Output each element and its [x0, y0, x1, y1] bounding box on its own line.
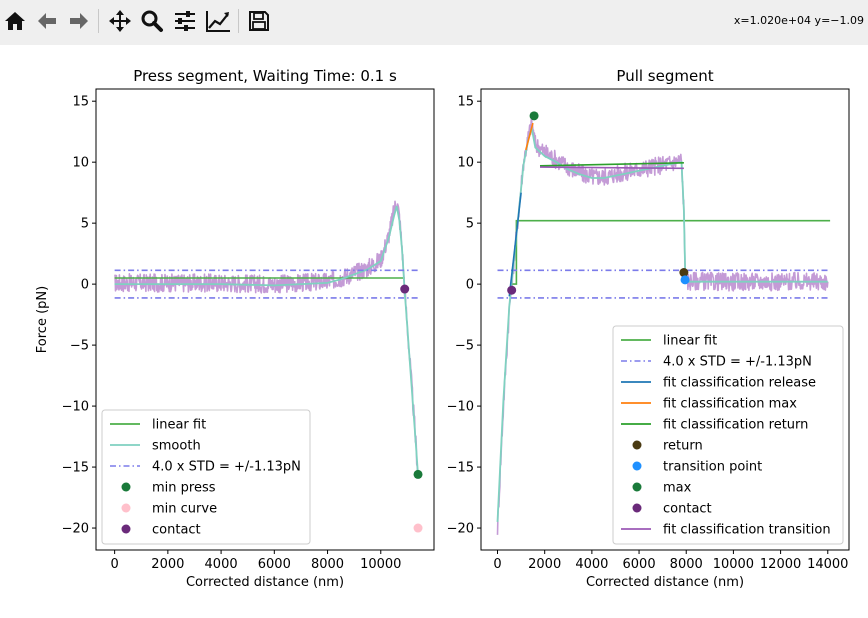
y-tick-label: 5 [81, 217, 89, 232]
point-return [679, 268, 689, 278]
series-fit-classification-max [525, 122, 534, 151]
y-tick-label: 10 [72, 156, 89, 171]
legend-label-min-press: min press [152, 481, 216, 496]
point-transition-point [680, 275, 690, 285]
x-tick-label: 14000 [807, 557, 848, 572]
x-tick-label: 2000 [528, 557, 561, 572]
legend-box [612, 325, 844, 545]
y-tick-label: 0 [466, 278, 474, 293]
configure-subplots-icon[interactable] [172, 7, 198, 35]
legend-label-fit-classification-max: fit classification max [663, 397, 797, 412]
y-tick-label: −20 [62, 522, 89, 537]
axes-frame [95, 88, 435, 551]
x-tick-label: 4000 [575, 557, 608, 572]
series-fit-classification-return [539, 162, 684, 167]
y-tick-label: 0 [81, 278, 89, 293]
x-tick-label: 0 [493, 557, 501, 572]
forward-icon[interactable] [66, 7, 92, 35]
point-contact [400, 284, 410, 294]
chart-title: Pull segment [616, 67, 713, 85]
legend-marker-contact [632, 503, 642, 513]
x-tick-label: 10000 [360, 557, 401, 572]
series-smooth [114, 205, 419, 475]
point-min-curve [413, 523, 423, 533]
y-tick-label: 10 [457, 156, 474, 171]
legend-label-contact: contact [152, 523, 201, 538]
x-tick-label: 6000 [623, 557, 656, 572]
legend-label-fit-classification-transition: fit classification transition [663, 523, 831, 538]
plot-area [496, 111, 831, 535]
legend-label-4-0-x-std-1-13pn: 4.0 x STD = +/-1.13pN [663, 355, 812, 370]
legend-label-fit-classification-release: fit classification release [663, 376, 816, 391]
legend-label-max: max [663, 481, 692, 496]
y-tick-label: −20 [447, 522, 474, 537]
legend-label-linear-fit: linear fit [663, 334, 717, 349]
x-tick-label: 12000 [760, 557, 801, 572]
x-tick-label: 8000 [670, 557, 703, 572]
press-segment-chart[interactable]: 0 2000 4000 6000 8000 10000 −20 −15 −10 −5 0 5 10 15 P… [35, 67, 435, 590]
x-tick-label: 0 [110, 557, 118, 572]
legend-marker-contact [121, 524, 131, 534]
legend-label-linear-fit: linear fit [152, 418, 206, 433]
legend-label-contact: contact [663, 502, 712, 517]
y-tick-label: −10 [447, 400, 474, 415]
point-min-press [413, 469, 423, 479]
x-tick-label: 8000 [311, 557, 344, 572]
legend-marker-min-press [121, 482, 131, 492]
toolbar-separator [98, 9, 99, 33]
x-tick-label: 6000 [258, 557, 291, 572]
y-tick-label: 15 [457, 95, 474, 110]
y-tick-label: −10 [62, 400, 89, 415]
toolbar-separator [238, 9, 239, 33]
legend-label-fit-classification-return: fit classification return [663, 418, 808, 433]
y-tick-label: −5 [455, 339, 474, 354]
legend-marker-transition-point [632, 461, 642, 471]
series-linear-fit [511, 219, 831, 285]
figure-canvas[interactable]: 0 2000 4000 6000 8000 10000 −20 −15 −10 −5 0 5 10 15 P… [0, 45, 868, 618]
home-icon[interactable] [2, 7, 28, 35]
y-tick-label: −15 [447, 461, 474, 476]
x-axis-label: Corrected distance (nm) [186, 575, 344, 590]
y-tick-label: −5 [70, 339, 89, 354]
point-max [529, 111, 539, 121]
point-contact [507, 285, 517, 295]
legend-label-transition-point: transition point [663, 460, 762, 475]
toolbar: x=1.020e+04 y=−1.09 [0, 0, 868, 45]
y-tick-label: −15 [62, 461, 89, 476]
x-tick-label: 4000 [205, 557, 238, 572]
pull-segment-chart[interactable]: 0 2000 4000 6000 8000 10000 12000 14000 −20 −15 −1… [447, 67, 850, 590]
back-icon[interactable] [34, 7, 60, 35]
chart-title: Press segment, Waiting Time: 0.1 s [133, 67, 397, 85]
legend: linear fit 4.0 x STD = +/-1.13pN fit class… [612, 325, 844, 545]
legend-marker-max [632, 482, 642, 492]
legend-box [101, 409, 311, 545]
legend-marker-return [632, 440, 642, 450]
cursor-coordinates: x=1.020e+04 y=−1.09 [733, 14, 864, 27]
series-fit-classification-transition [539, 166, 684, 170]
pan-icon[interactable] [107, 7, 133, 35]
legend-marker-min-curve [121, 503, 131, 513]
series-fit-classification-release [508, 192, 522, 297]
legend-label-4-0-x-std-1-13pn: 4.0 x STD = +/-1.13pN [152, 460, 301, 475]
edit-axis-icon[interactable] [205, 7, 231, 35]
legend-label-min-curve: min curve [152, 502, 217, 517]
legend: linear fit smooth 4.0 x STD = +/-1.13pN min… [101, 409, 311, 545]
zoom-icon[interactable] [139, 7, 165, 35]
raw-force-curve [496, 114, 829, 535]
y-tick-label: 5 [466, 217, 474, 232]
axes-frame [480, 88, 850, 551]
y-tick-label: 15 [72, 95, 89, 110]
x-tick-label: 10000 [713, 557, 754, 572]
legend-label-return: return [663, 439, 703, 454]
save-icon[interactable] [246, 7, 272, 35]
x-axis-label: Corrected distance (nm) [586, 575, 744, 590]
plot-area [113, 200, 423, 533]
y-axis-label: Force (pN) [35, 286, 50, 353]
legend-label-smooth: smooth [152, 439, 201, 454]
x-tick-label: 2000 [151, 557, 184, 572]
